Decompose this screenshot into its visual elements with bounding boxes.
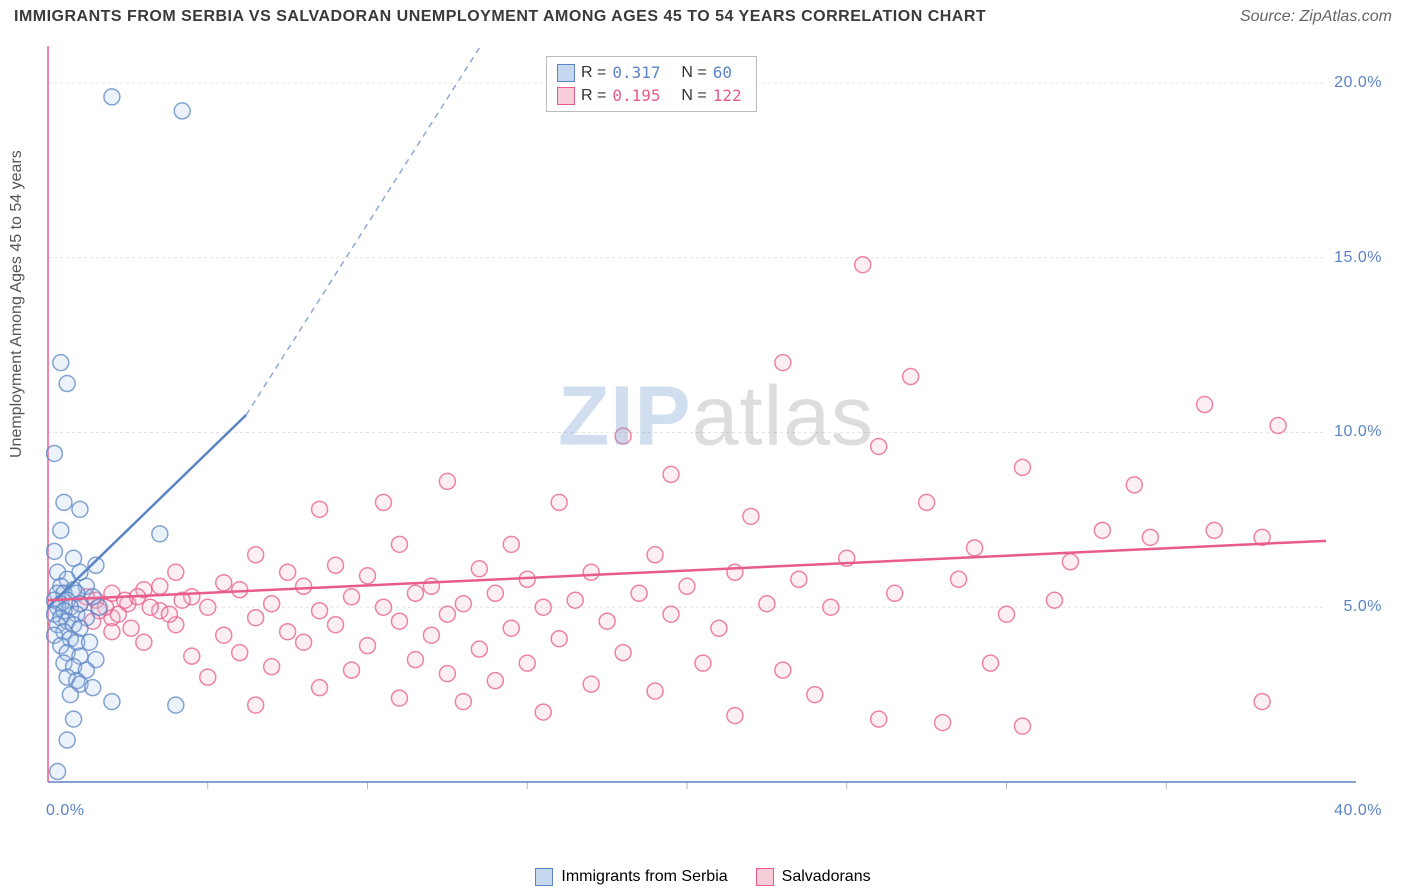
legend-label-serbia: Immigrants from Serbia — [561, 868, 727, 886]
plot-area: ZIPatlas R = 0.317 N = 60 R = 0.195 N = … — [46, 46, 1386, 816]
scatter-svg — [46, 46, 1386, 816]
x-tick-max: 40.0% — [1334, 802, 1382, 820]
legend-swatch-salvadoran — [756, 868, 774, 886]
chart-title: IMMIGRANTS FROM SERBIA VS SALVADORAN UNE… — [14, 8, 986, 26]
swatch-serbia — [557, 64, 575, 82]
legend-item-salvadoran: Salvadorans — [756, 868, 871, 886]
y-tick-label: 10.0% — [1334, 423, 1382, 441]
y-axis-label: Unemployment Among Ages 45 to 54 years — [8, 150, 26, 458]
n-value-serbia: 60 — [713, 63, 732, 82]
swatch-salvadoran — [557, 87, 575, 105]
n-label: N = — [681, 87, 706, 105]
r-label: R = — [581, 64, 606, 82]
stats-row-salvadoran: R = 0.195 N = 122 — [557, 84, 742, 107]
stats-legend: R = 0.317 N = 60 R = 0.195 N = 122 — [546, 56, 757, 112]
legend-label-salvadoran: Salvadorans — [782, 868, 871, 886]
x-tick-origin: 0.0% — [46, 802, 84, 820]
n-value-salvadoran: 122 — [713, 86, 742, 105]
source-label: Source: ZipAtlas.com — [1240, 8, 1392, 26]
y-tick-label: 5.0% — [1344, 598, 1382, 616]
stats-row-serbia: R = 0.317 N = 60 — [557, 61, 742, 84]
legend-swatch-serbia — [535, 868, 553, 886]
y-tick-label: 15.0% — [1334, 249, 1382, 267]
y-tick-label: 20.0% — [1334, 74, 1382, 92]
legend-item-serbia: Immigrants from Serbia — [535, 868, 727, 886]
bottom-legend: Immigrants from Serbia Salvadorans — [0, 868, 1406, 886]
r-label: R = — [581, 87, 606, 105]
n-label: N = — [681, 64, 706, 82]
r-value-salvadoran: 0.195 — [612, 86, 660, 105]
r-value-serbia: 0.317 — [612, 63, 660, 82]
chart-container: Unemployment Among Ages 45 to 54 years Z… — [0, 38, 1406, 858]
